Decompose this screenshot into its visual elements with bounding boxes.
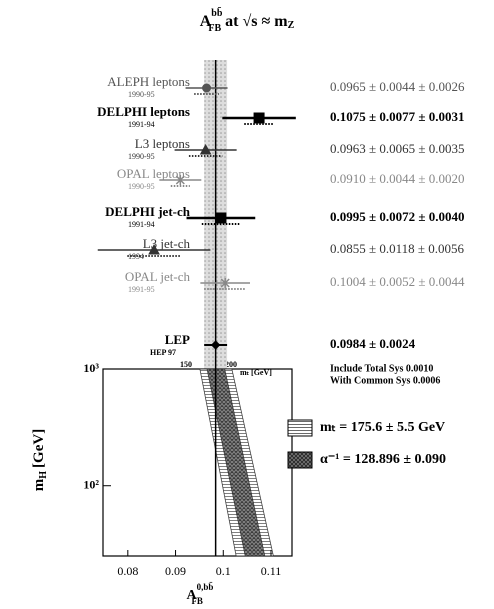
marker <box>220 278 230 288</box>
x-tick-label: 0.09 <box>165 564 186 578</box>
title-text: at √s ≈ m <box>225 13 288 30</box>
measurement-period: 1991-94 <box>128 220 155 229</box>
measurement-period: 1990-95 <box>128 152 155 161</box>
measurement-name: OPAL leptons <box>117 166 190 181</box>
measurement-name: L3 leptons <box>135 136 190 151</box>
measurement-period: 1991-94 <box>128 120 155 129</box>
xlabel-sup: 0,bb̄ <box>197 582 214 592</box>
ylabel-sub: H <box>38 471 49 479</box>
title-main: A <box>200 13 212 30</box>
ylabel-unit: [GeV] <box>31 429 47 468</box>
average-period: HEP 97 <box>150 348 176 357</box>
ylabel-main: m <box>31 478 47 491</box>
value-label: 0.0855 ± 0.0118 ± 0.0056 <box>330 241 465 256</box>
prediction-band <box>206 368 266 557</box>
legend-label: α⁻¹ = 128.896 ± 0.090 <box>320 452 446 467</box>
marker <box>199 143 212 155</box>
measurement-period: 1994 <box>128 252 144 261</box>
value-label: 0.1004 ± 0.0052 ± 0.0044 <box>330 274 465 289</box>
title-sup: bb̄ <box>211 7 223 19</box>
title-text-sub: Z <box>288 20 295 31</box>
marker <box>210 340 221 350</box>
title-sub: FB <box>208 23 221 34</box>
marker <box>202 83 212 93</box>
average-name: LEP <box>165 332 190 347</box>
y-axis-label: mH [GeV] <box>31 429 49 491</box>
mt-label: 150 <box>180 360 192 369</box>
legend-label: mₜ = 175.6 ± 5.5 GeV <box>320 420 445 435</box>
marker <box>175 175 185 185</box>
value-label: 0.0965 ± 0.0044 ± 0.0026 <box>330 79 465 94</box>
value-label: 0.0984 ± 0.0024 <box>330 336 416 351</box>
measurement-name: DELPHI jet-ch <box>105 204 191 219</box>
mt-label: mₜ [GeV] <box>240 368 272 377</box>
measurement-name: OPAL jet-ch <box>125 269 191 284</box>
note: With Common Sys 0.0006 <box>330 375 440 386</box>
xlabel-main: A <box>187 588 198 603</box>
measurement-period: 1990-95 <box>128 182 155 191</box>
measurement-period: 1990-95 <box>128 90 155 99</box>
y-tick-label: 10³ <box>83 361 99 375</box>
x-tick-label: 0.1 <box>216 564 231 578</box>
x-axis-label: A0,bb̄ FB <box>187 582 214 606</box>
marker <box>253 112 265 124</box>
chart-title: Abb̄ FB at √s ≈ mZ <box>200 7 295 34</box>
legend-swatch <box>287 419 313 437</box>
marker <box>148 243 160 255</box>
marker <box>215 212 227 224</box>
value-label: 0.0910 ± 0.0044 ± 0.0020 <box>330 171 465 186</box>
value-label: 0.0963 ± 0.0065 ± 0.0035 <box>330 141 465 156</box>
value-label: 0.1075 ± 0.0077 ± 0.0031 <box>330 109 465 124</box>
x-tick-label: 0.11 <box>261 564 282 578</box>
measurement-period: 1991-95 <box>128 285 155 294</box>
note: Include Total Sys 0.0010 <box>330 363 433 374</box>
value-label: 0.0995 ± 0.0072 ± 0.0040 <box>330 209 465 224</box>
legend-swatch <box>287 451 313 469</box>
measurement-name: DELPHI leptons <box>97 104 190 119</box>
measurement-name: L3 jet-ch <box>143 236 191 251</box>
xlabel-sub: FB <box>191 596 203 606</box>
mt-label: 200 <box>225 360 237 369</box>
x-tick-label: 0.08 <box>117 564 138 578</box>
y-tick-label: 10² <box>83 477 99 491</box>
measurement-name: ALEPH leptons <box>107 74 190 89</box>
